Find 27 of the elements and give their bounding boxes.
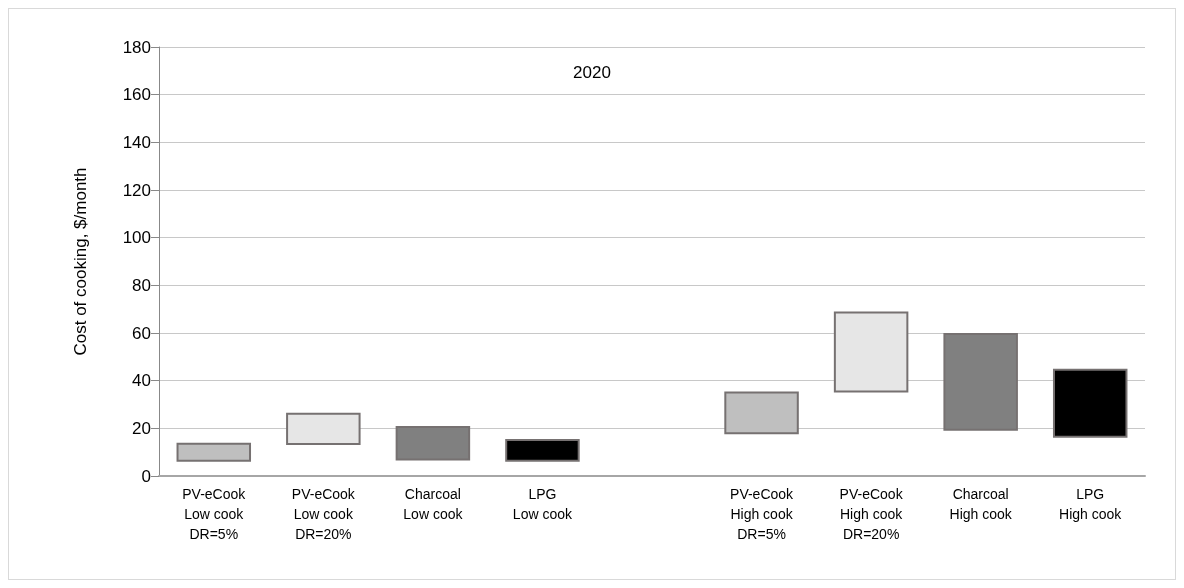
bar <box>286 412 361 446</box>
bar <box>833 311 909 393</box>
y-tick-label: 40 <box>132 371 151 391</box>
y-tick-label: 80 <box>132 275 151 295</box>
y-tick-label: 140 <box>122 132 151 152</box>
y-tick-label: 180 <box>122 37 151 57</box>
x-tick-label: LPG High cook <box>1059 486 1123 522</box>
x-tick-label: Charcoal High cook <box>949 486 1013 522</box>
text: 2020 <box>573 63 611 82</box>
y-tick-label: 0 <box>141 466 151 486</box>
x-tick-label: PV-eCook Low cook DR=20% <box>291 486 356 542</box>
x-tick-label: LPG Low cook <box>512 486 574 522</box>
bar <box>176 442 252 462</box>
y-tick-label: 160 <box>122 85 151 105</box>
bar <box>1052 368 1128 438</box>
bar <box>943 333 1018 431</box>
y-tick-label: 60 <box>132 323 151 343</box>
y-tick-label: 20 <box>132 418 151 438</box>
bar <box>395 425 471 461</box>
x-tick-label: PV-eCook Low cook DR=5% <box>182 486 247 542</box>
x-tick-label: PV-eCook High cook DR=20% <box>839 486 904 542</box>
x-tick-label: Charcoal Low cook <box>403 486 464 522</box>
y-tick-label: 100 <box>122 228 151 248</box>
bar <box>505 439 580 462</box>
y-axis-title: Cost of cooking, $/month <box>71 167 90 356</box>
y-tick-label: 120 <box>122 180 151 200</box>
x-tick-label: PV-eCook High cook DR=5% <box>730 486 795 542</box>
